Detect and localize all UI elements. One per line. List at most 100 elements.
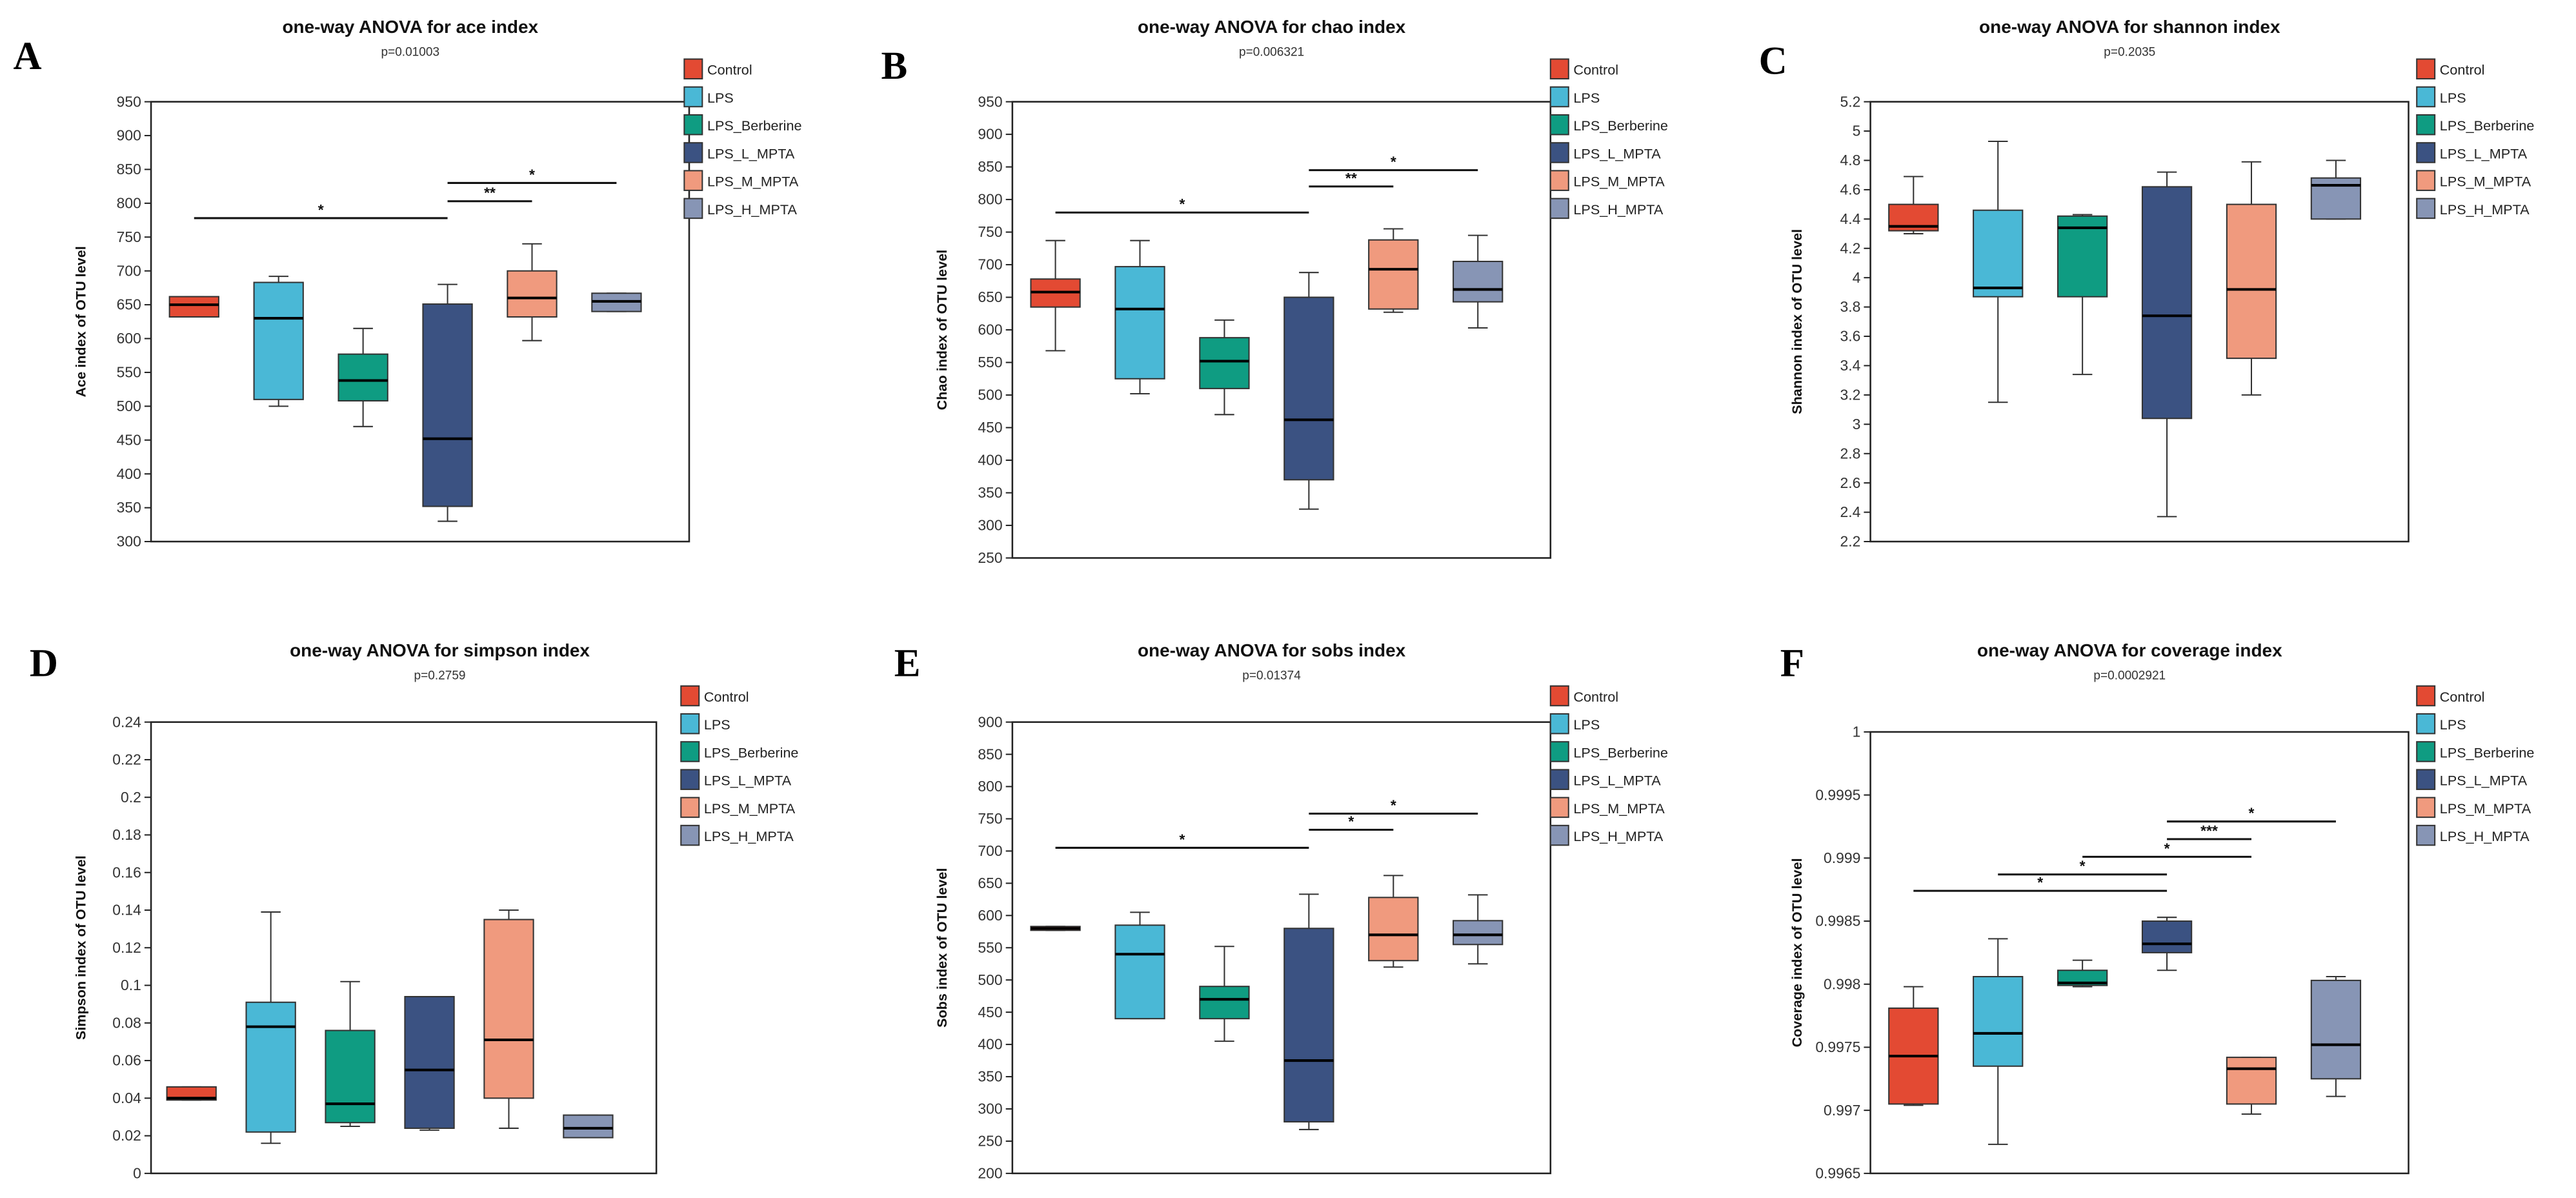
y-tick-label: 300 (978, 1101, 1002, 1117)
iqr-box (1114, 924, 1165, 1020)
y-tick-label: 4.8 (1840, 152, 1861, 168)
box-lps-berberine (325, 980, 376, 1128)
significance-label: * (318, 201, 324, 218)
y-tick-label: 750 (978, 810, 1002, 827)
y-tick-label: 650 (117, 296, 141, 313)
box-lps-m-mpta (507, 243, 558, 341)
box-lps-berberine (337, 327, 388, 427)
y-tick-label: 750 (978, 223, 1002, 240)
y-tick-label: 4.4 (1840, 210, 1861, 227)
iqr-box (1453, 920, 1504, 946)
y-tick-label: 850 (978, 746, 1002, 762)
y-axis-label: Simpson index of OTU level (72, 855, 88, 1040)
iqr-box (483, 919, 534, 1099)
box-lps-berberine (2057, 214, 2108, 376)
p-value: p=0.0002921 (2093, 669, 2166, 683)
iqr-box (1283, 928, 1334, 1122)
y-tick-label: 600 (978, 907, 1002, 924)
y-tick-label: 700 (978, 256, 1002, 273)
plot-frame (1869, 731, 2410, 1175)
y-tick-label: 2.2 (1840, 533, 1861, 550)
y-tick-label: 0.22 (112, 751, 141, 768)
significance-label: * (2037, 874, 2043, 891)
y-tick-label: 800 (978, 778, 1002, 795)
y-tick-label: 0.06 (112, 1052, 141, 1069)
chart-title: one-way ANOVA for simpson index (290, 640, 590, 660)
p-value: p=0.2035 (2104, 45, 2155, 59)
y-tick-label: 5.2 (1840, 93, 1861, 110)
y-tick-label: 3.8 (1840, 298, 1861, 315)
legend-swatch (2416, 198, 2436, 219)
legend-label: Control (2440, 62, 2485, 78)
significance-label: * (1391, 154, 1396, 170)
box-lps-l-mpta (1283, 893, 1334, 1130)
chart-title: one-way ANOVA for sobs index (1138, 640, 1406, 660)
y-tick-label: 500 (978, 971, 1002, 988)
legend-swatch (1549, 741, 1569, 762)
y-tick-label: 300 (978, 517, 1002, 534)
legend-label: LPS_Berberine (2440, 744, 2535, 760)
y-tick-label: 700 (117, 262, 141, 279)
iqr-box (1114, 266, 1165, 380)
legend-swatch (1549, 824, 1569, 846)
y-tick-label: 250 (978, 1133, 1002, 1150)
chart-title: one-way ANOVA for chao index (1138, 17, 1406, 37)
y-tick-label: 0.9975 (1815, 1039, 1860, 1055)
box-lps-l-mpta (422, 283, 473, 522)
chart-title: one-way ANOVA for coverage index (1977, 640, 2282, 660)
box-lps (1114, 911, 1165, 1020)
p-value: p=0.01003 (381, 45, 439, 59)
plot-frame (150, 721, 658, 1175)
legend-swatch (1549, 170, 1569, 191)
y-tick-label: 4 (1853, 269, 1861, 286)
y-tick-label: 5 (1853, 123, 1861, 139)
y-tick-label: 3.4 (1840, 357, 1861, 374)
legend-swatch (2416, 86, 2436, 108)
p-value: p=0.2759 (414, 669, 466, 683)
y-tick-label: 0.12 (112, 939, 141, 956)
legend-label: LPS_Berberine (1573, 744, 1668, 760)
legend-label: LPS_Berberine (707, 117, 802, 134)
iqr-box (2226, 203, 2277, 360)
legend-swatch (1549, 797, 1569, 818)
significance-label: * (529, 166, 535, 183)
box-lps-berberine (2057, 959, 2108, 988)
legend-swatch (1549, 713, 1569, 735)
significance-label: * (1180, 831, 1185, 848)
iqr-box (2226, 1057, 2277, 1105)
y-tick-label: 700 (978, 842, 1002, 859)
y-tick-label: 400 (978, 1036, 1002, 1053)
legend-label: LPS_M_MPTA (704, 800, 796, 817)
iqr-box (2141, 920, 2193, 953)
y-tick-label: 800 (978, 191, 1002, 208)
legend-swatch (680, 769, 700, 790)
legend-swatch (683, 170, 703, 191)
box-lps-h-mpta (1453, 234, 1504, 329)
legend-swatch (680, 741, 700, 762)
y-tick-label: 0.997 (1824, 1102, 1860, 1119)
panel-letter: C (1759, 39, 1787, 83)
legend-swatch (1549, 114, 1569, 136)
legend-swatch (683, 114, 703, 136)
y-tick-label: 0.04 (112, 1090, 141, 1106)
iqr-box (337, 353, 388, 401)
legend: Control LPS LPS_Berberine LPS_L_MPTA LPS_M_M… (1549, 58, 1668, 219)
legend-swatch (2416, 741, 2436, 762)
iqr-box (168, 296, 219, 318)
legend: Control LPS LPS_Berberine LPS_L_MPTA LPS_M_M… (680, 685, 798, 846)
iqr-box (2310, 979, 2362, 1080)
legend-label: Control (1573, 62, 1618, 78)
legend-label: LPS_M_MPTA (2440, 800, 2531, 817)
legend-swatch (2416, 685, 2436, 707)
legend: Control LPS LPS_Berberine LPS_L_MPTA LPS_M_M… (1549, 685, 1668, 846)
y-tick-label: 950 (978, 93, 1002, 110)
legend-label: LPS_L_MPTA (2440, 145, 2528, 161)
legend-swatch (2416, 142, 2436, 163)
iqr-box (1368, 239, 1419, 310)
box-lps-h-mpta (563, 1114, 614, 1139)
box-lps (253, 276, 304, 407)
